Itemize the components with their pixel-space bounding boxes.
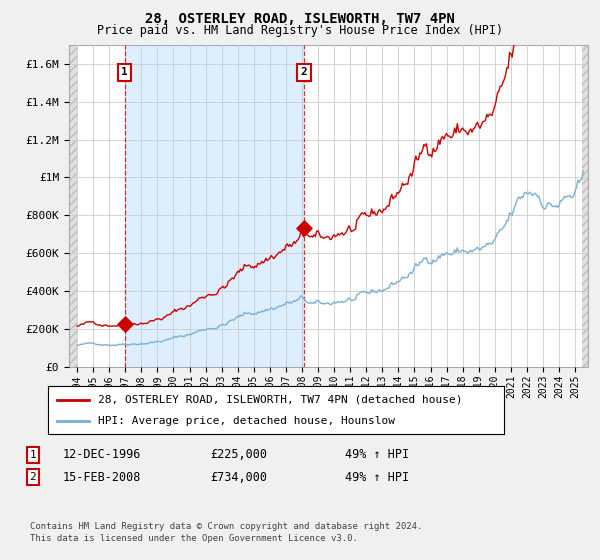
Text: 28, OSTERLEY ROAD, ISLEWORTH, TW7 4PN: 28, OSTERLEY ROAD, ISLEWORTH, TW7 4PN — [145, 12, 455, 26]
Text: HPI: Average price, detached house, Hounslow: HPI: Average price, detached house, Houn… — [98, 416, 395, 426]
Bar — [125, 45, 304, 367]
Text: 15-FEB-2008: 15-FEB-2008 — [63, 470, 142, 484]
Text: 1: 1 — [121, 67, 128, 77]
Point — [120, 320, 130, 329]
Text: 49% ↑ HPI: 49% ↑ HPI — [345, 470, 409, 484]
Text: 49% ↑ HPI: 49% ↑ HPI — [345, 448, 409, 461]
Text: £734,000: £734,000 — [210, 470, 267, 484]
Text: 2: 2 — [29, 472, 37, 482]
Text: £225,000: £225,000 — [210, 448, 267, 461]
Text: 1: 1 — [29, 450, 37, 460]
Text: 28, OSTERLEY ROAD, ISLEWORTH, TW7 4PN (detached house): 28, OSTERLEY ROAD, ISLEWORTH, TW7 4PN (d… — [98, 395, 463, 405]
Text: Contains HM Land Registry data © Crown copyright and database right 2024.
This d: Contains HM Land Registry data © Crown c… — [30, 522, 422, 543]
Text: Price paid vs. HM Land Registry's House Price Index (HPI): Price paid vs. HM Land Registry's House … — [97, 24, 503, 36]
Point — [299, 223, 309, 232]
Text: 2: 2 — [301, 67, 307, 77]
Text: 12-DEC-1996: 12-DEC-1996 — [63, 448, 142, 461]
